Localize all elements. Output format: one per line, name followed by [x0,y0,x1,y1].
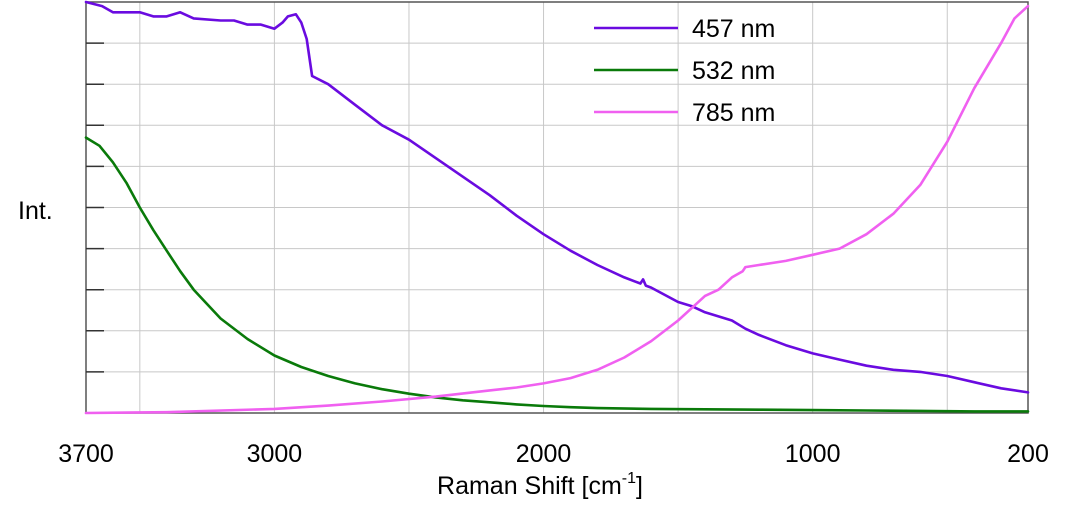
x-tick-label: 2000 [516,440,572,468]
x-axis-label-superscript: -1 [622,470,636,487]
x-axis-label-main: Raman Shift [cm [437,472,622,500]
grid-lines [86,2,1028,413]
x-tick-labels: 3700 3000 2000 1000 200 [58,440,1049,468]
series-line-532-nm [84,136,1030,413]
y-tick-marks [86,42,104,373]
x-axis-label: Raman Shift [cm-1] [437,470,643,500]
x-tick-label: 1000 [785,440,841,468]
x-tick-label: 3000 [247,440,303,468]
legend-label: 457 nm [692,15,775,43]
series-line-785-nm [84,4,1030,415]
x-tick-label: 200 [1007,440,1049,468]
legend-label: 532 nm [692,57,775,85]
legend: 457 nm 532 nm 785 nm [594,15,775,127]
legend-label: 785 nm [692,99,775,127]
y-axis-label: Int. [18,197,53,225]
series-line-457-nm [84,0,1030,394]
x-tick-label: 3700 [58,440,114,468]
series-layer [84,0,1030,415]
x-axis-label-suffix: ] [636,472,643,500]
